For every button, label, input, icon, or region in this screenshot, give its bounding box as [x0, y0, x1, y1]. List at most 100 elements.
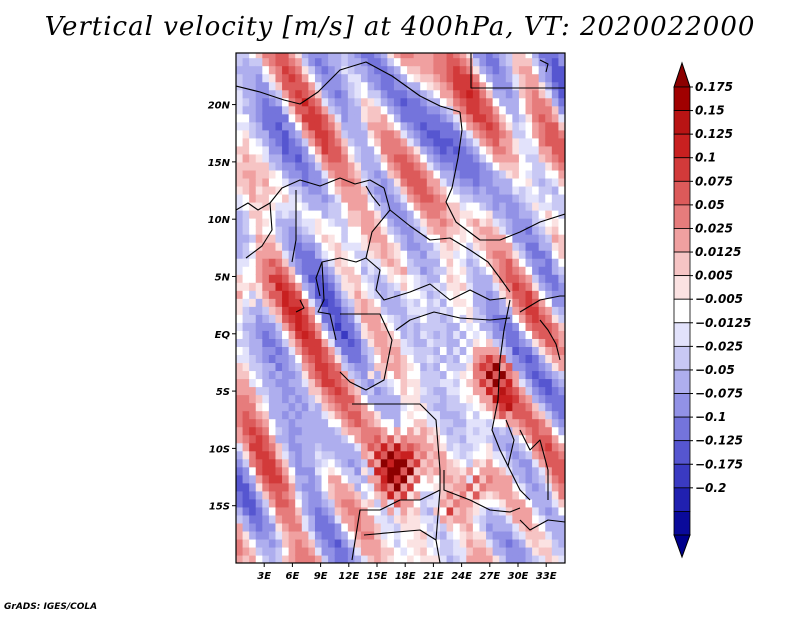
field-cell — [380, 282, 388, 291]
field-cell — [354, 338, 362, 347]
field-cell — [439, 210, 448, 219]
field-cell — [314, 362, 323, 372]
field-cell — [453, 418, 461, 428]
field-cell — [525, 394, 533, 404]
field-cell — [518, 386, 527, 396]
field-cell — [374, 169, 382, 179]
field-cell — [380, 402, 388, 412]
field-cell — [538, 226, 546, 235]
field-cell — [321, 201, 329, 211]
field-cell — [262, 346, 270, 356]
field-cell — [282, 153, 290, 163]
field-cell — [393, 113, 402, 123]
field-cell — [334, 161, 342, 171]
field-cell — [439, 426, 448, 436]
field-cell — [518, 434, 527, 444]
field-cell — [400, 362, 408, 372]
field-cell — [525, 450, 533, 460]
field-cell — [565, 395, 572, 404]
field-cell — [367, 73, 375, 83]
field-cell — [268, 370, 277, 380]
field-cell — [361, 145, 369, 155]
field-cell — [512, 274, 520, 283]
field-cell — [525, 386, 533, 396]
field-cell — [453, 153, 461, 163]
field-cell — [538, 346, 546, 356]
field-cell — [512, 290, 520, 299]
field-cell — [334, 274, 342, 283]
field-cell — [275, 242, 283, 251]
field-cell — [551, 306, 560, 315]
field-cell — [262, 161, 270, 171]
field-cell — [288, 506, 296, 516]
field-cell — [433, 242, 441, 251]
field-cell — [354, 490, 362, 500]
field-cell — [301, 177, 309, 187]
field-cell — [301, 210, 309, 219]
field-cell — [486, 121, 494, 131]
field-cell — [268, 386, 277, 396]
field-cell — [334, 57, 342, 67]
field-cell — [400, 282, 408, 291]
field-cell — [242, 530, 250, 540]
field-cell — [518, 450, 527, 460]
field-cell — [420, 322, 428, 331]
field-cell — [446, 201, 454, 211]
field-cell — [393, 354, 402, 364]
field-cell — [262, 458, 270, 468]
field-cell — [374, 402, 382, 412]
field-cell — [407, 482, 415, 492]
field-cell — [367, 458, 375, 468]
field-cell — [505, 177, 513, 187]
field-cell — [361, 538, 369, 548]
field-cell — [459, 538, 467, 548]
field-cell — [308, 490, 316, 500]
field-cell — [361, 153, 369, 163]
field-cell — [301, 450, 309, 460]
field-cell — [249, 169, 257, 179]
field-cell — [255, 410, 263, 420]
field-cell — [301, 546, 309, 556]
field-cell — [268, 298, 277, 307]
field-cell — [393, 274, 402, 283]
field-cell — [367, 153, 375, 163]
field-cell — [400, 546, 408, 556]
field-cell — [439, 314, 448, 323]
border-line — [519, 429, 549, 500]
field-cell — [334, 410, 342, 420]
field-cell — [361, 234, 369, 243]
field-cell — [446, 274, 454, 283]
field-cell — [565, 507, 572, 516]
field-cell — [518, 378, 527, 388]
field-cell — [558, 306, 565, 315]
field-cell — [361, 193, 369, 203]
field-cell — [301, 129, 309, 139]
field-cell — [525, 458, 533, 468]
field-cell — [334, 129, 342, 139]
field-cell — [407, 530, 415, 540]
field-cell — [314, 97, 323, 107]
field-cell — [393, 370, 402, 380]
field-cell — [486, 498, 494, 508]
field-cell — [426, 129, 434, 139]
field-cell — [275, 258, 283, 267]
field-cell — [242, 546, 250, 556]
field-cell — [426, 426, 434, 436]
field-cell — [426, 234, 434, 243]
field-cell — [249, 298, 257, 307]
field-cell — [413, 250, 421, 259]
field-cell — [282, 266, 290, 275]
field-cell — [380, 490, 388, 500]
field-cell — [308, 442, 316, 452]
field-cell — [453, 378, 461, 388]
field-cell — [499, 282, 507, 291]
field-cell — [308, 474, 316, 484]
field-cell — [486, 306, 494, 315]
field-cell — [282, 53, 290, 59]
field-cell — [525, 434, 533, 444]
field-cell — [328, 386, 336, 396]
field-cell — [472, 258, 481, 267]
field-cell — [354, 53, 362, 59]
field-cell — [512, 250, 520, 259]
